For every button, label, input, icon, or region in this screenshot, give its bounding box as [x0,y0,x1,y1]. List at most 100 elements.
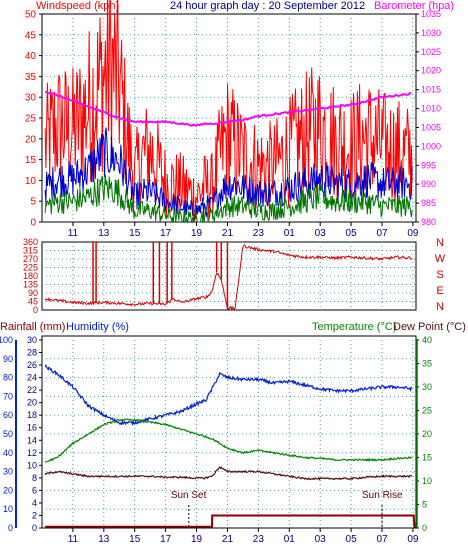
rainfall-y-tick-label: 100 [0,335,13,345]
dir-y-tick-label: 90 [28,288,38,298]
baro-y-tick-label: 985 [421,198,436,208]
temperature-line [44,417,413,463]
rainfall-y-tick-label: 40 [3,448,13,458]
temp-y-tick-label: 25 [422,406,432,416]
wind-y-tick-label: 35 [25,72,37,83]
rainfall-y-tick-label: 10 [3,504,13,514]
graph-title: 24 hour graph day : 20 September 2012 [170,0,365,12]
rainfall-y-tick-label: 50 [3,429,13,439]
temp-y-tick-label: 35 [422,359,432,369]
x-tick-label: 03 [315,534,327,545]
dir-y-tick-label: 270 [23,254,38,264]
temp-y-tick-label: 30 [422,382,432,392]
dir-y-tick-label: 360 [23,237,38,247]
baro-y-tick-label: 1000 [421,141,441,151]
rainfall-y-tick-label: 20 [3,485,13,495]
baro-y-tick-label: 1030 [421,28,441,38]
barometer-line [45,91,412,127]
rainfall-y-tick-label: 30 [3,467,13,477]
temp-y-tick-label: 10 [422,476,432,486]
humidity-y-tick-label: 30 [27,335,37,345]
rainfall-y-tick-label: 80 [3,373,13,383]
x-tick-label: 17 [160,228,172,239]
dir-y-tick-label: 180 [23,271,38,281]
temp-y-tick-label: 5 [422,500,427,510]
baro-y-tick-label: 1005 [421,122,441,132]
compass-label: N [436,301,444,313]
dir-y-tick-label: 315 [23,246,38,256]
dir-y-tick-label: 135 [23,280,38,290]
baro-y-tick-label: 1015 [421,85,441,95]
rainfall-label: Rainfall (mm) [0,321,65,333]
x-tick-label: 15 [129,534,141,545]
baro-y-tick-label: 1010 [421,104,441,114]
x-tick-label: 19 [191,534,203,545]
climate-y-ticks: 0102030405060708090100024681012141618202… [0,335,432,533]
humidity-y-tick-label: 2 [32,510,37,520]
x-tick-label: 03 [315,228,327,239]
barometer-label: Barometer (hpa) [374,0,454,12]
climate-x-ticks: 11 13 15 17 19 21 23 01 03 05 07 09 [68,528,419,545]
wind-y-tick-label: 0 [30,218,36,229]
dew-point-label: Dew Point (°C) [393,321,466,333]
wind-y-ticks: 0 5 10 15 20 25 30 35 40 45 50 [25,10,42,229]
x-tick-label: 05 [346,534,358,545]
temp-y-tick-label: 40 [422,335,432,345]
x-tick-label: 09 [407,534,419,545]
humidity-line [44,364,413,427]
x-tick-label: 17 [160,534,172,545]
gust-line [44,0,413,223]
temp-y-tick-label: 15 [422,453,432,463]
humidity-y-tick-label: 28 [27,348,37,358]
wind-y-tick-label: 20 [25,134,37,145]
x-tick-label: 01 [284,534,296,545]
wind-y-tick-label: 40 [25,51,37,62]
baro-y-tick-label: 995 [421,160,436,170]
x-tick-label: 05 [346,228,358,239]
wind-y-tick-label: 30 [25,93,37,104]
compass-label: S [436,269,443,281]
sun-rise-label: Sun Rise [362,490,403,501]
humidity-y-tick-label: 24 [27,373,37,383]
direction-series [44,242,413,311]
climate-panel [41,335,417,529]
humidity-y-tick-label: 8 [32,473,37,483]
dir-y-tick-label: 0 [33,305,38,315]
x-tick-label: 09 [407,228,419,239]
humidity-y-tick-label: 16 [27,423,37,433]
humidity-y-tick-label: 20 [27,398,37,408]
x-tick-label: 21 [222,228,234,239]
compass-label: W [435,253,446,265]
wind-y-tick-label: 10 [25,176,37,187]
baro-y-tick-label: 980 [421,217,436,227]
x-tick-label: 23 [253,228,265,239]
compass-label: E [436,285,443,297]
x-tick-label: 21 [222,534,234,545]
rainfall-y-tick-label: 0 [8,523,13,533]
rainfall-y-tick-label: 90 [3,354,13,364]
wind-y-tick-label: 25 [25,114,37,125]
humidity-label: Humidity (%) [66,321,129,333]
baro-y-tick-label: 1025 [421,47,441,57]
direction-line [44,244,413,311]
temp-y-tick-label: 0 [422,523,427,533]
rainfall-line [45,514,416,529]
wind-y-tick-label: 15 [25,155,37,166]
wind-y-tick-label: 5 [30,197,36,208]
wind-x-ticks: 11 13 15 17 19 21 23 01 03 05 07 09 [68,222,419,239]
dew_point-line [44,466,413,481]
baro-y-tick-label: 990 [421,179,436,189]
temp-y-tick-label: 20 [422,429,432,439]
wind-series [44,0,413,224]
humidity-y-tick-label: 26 [27,360,37,370]
humidity-y-tick-label: 4 [32,498,37,508]
sun-set-label: Sun Set [171,490,207,501]
direction-panel [41,241,417,311]
climate-grid [42,336,416,528]
dir-y-tick-label: 225 [23,263,38,273]
wind-y-tick-label: 45 [25,30,37,41]
humidity-y-tick-label: 10 [27,460,37,470]
humidity-y-tick-label: 6 [32,485,37,495]
